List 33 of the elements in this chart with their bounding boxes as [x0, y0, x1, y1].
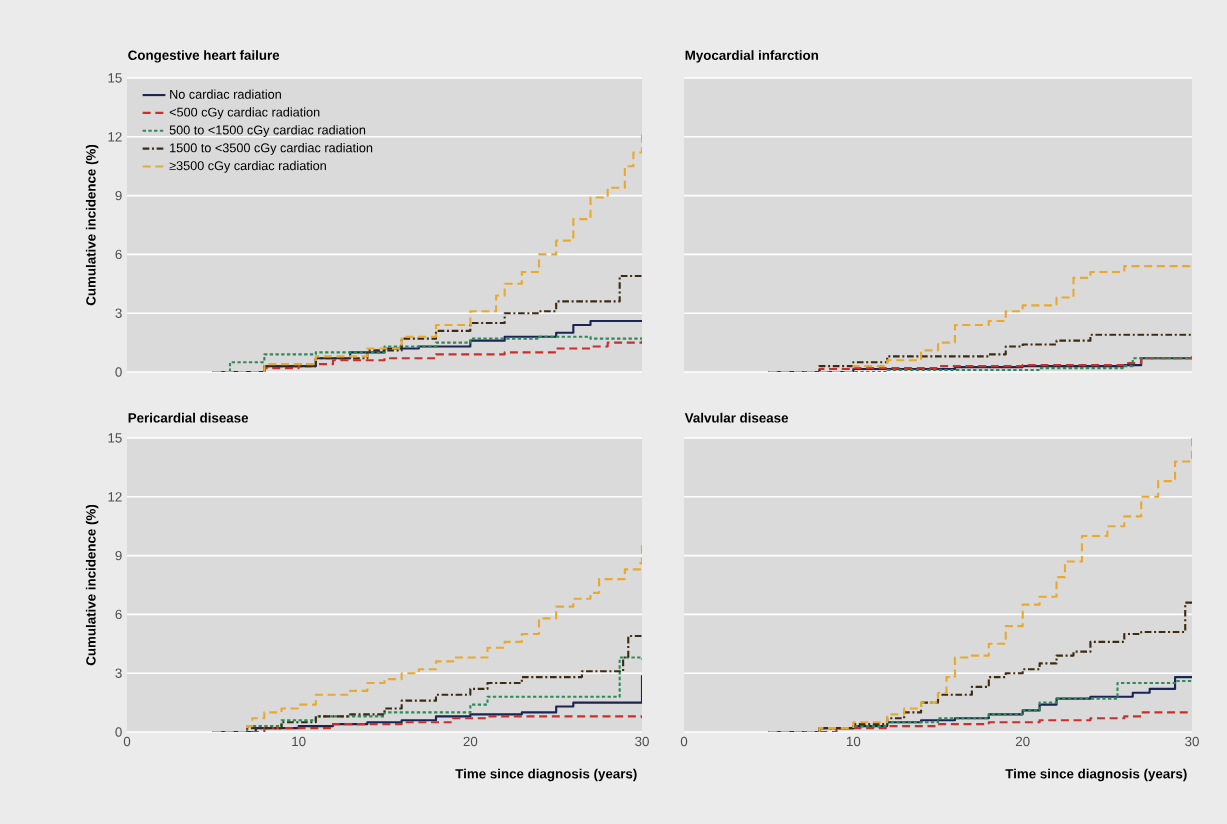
y-tick-label: 3	[115, 308, 122, 318]
x-tick-label: 30	[1185, 736, 1199, 747]
x-tick-label: 0	[123, 736, 131, 747]
y-tick-label: 9	[115, 550, 122, 561]
chart-title: Myocardial infarction	[685, 50, 818, 63]
y-tick-label: 12	[108, 492, 122, 502]
x-tick-label: 0	[680, 736, 688, 747]
y-axis-title: Cumulative incidence (%)	[85, 504, 99, 666]
chart-title: Pericardial disease	[128, 412, 249, 423]
y-tick-label: 6	[115, 609, 122, 620]
legend-label: No cardiac radiation	[170, 89, 281, 99]
legend-label: 500 to <1500 cGy cardiac radiation	[169, 125, 366, 137]
x-tick-label: 10	[292, 736, 306, 747]
legend-label: 1500 to <3500 cGy cardiac radiation	[170, 143, 373, 155]
chart-title: Valvular disease	[684, 412, 789, 423]
legend-label: ≥3500 cGy cardiac radiation	[169, 160, 326, 173]
y-tick-label: 3	[115, 668, 122, 678]
y-tick-label: 0	[115, 727, 122, 737]
x-tick-label: 20	[463, 736, 478, 747]
y-axis-title: Cumulative incidence (%)	[85, 144, 99, 306]
y-tick-label: 6	[115, 249, 122, 260]
y-tick-label: 12	[108, 132, 122, 142]
y-tick-label: 15	[108, 73, 122, 83]
y-tick-label: 15	[108, 433, 122, 443]
x-tick-label: 30	[635, 736, 649, 747]
x-tick-label: 20	[1015, 736, 1030, 747]
legend-label: <500 cGy cardiac radiation	[169, 107, 320, 120]
y-tick-label: 9	[115, 190, 122, 201]
y-tick-label: 0	[115, 367, 122, 377]
x-axis-title: Time since diagnosis (years)	[1005, 768, 1187, 782]
x-axis-title: Time since diagnosis (years)	[455, 768, 637, 782]
x-tick-label: 10	[846, 736, 861, 747]
chart-title: Congestive heart failure	[128, 50, 280, 63]
